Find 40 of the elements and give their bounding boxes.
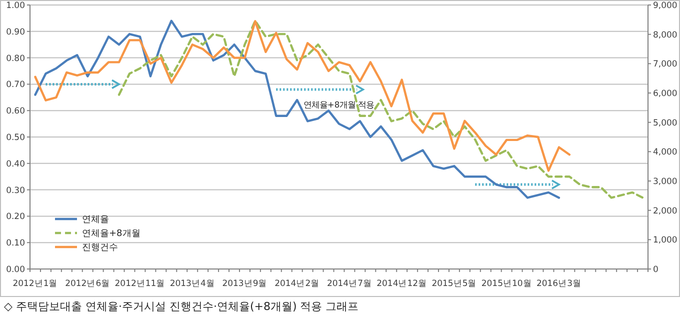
y-tick-label: 0.60: [6, 106, 25, 117]
y2-tick-label: 0: [653, 264, 658, 275]
y2-tick-label: 7,000: [653, 60, 678, 70]
x-tick-label: 2015년10월: [481, 279, 532, 289]
y-tick-label: 0.80: [6, 54, 25, 64]
y2-tick-label: 4,000: [653, 148, 678, 158]
y2-tick-label: 2,000: [653, 206, 678, 216]
y2-tick-label: 6,000: [653, 88, 678, 99]
y-tick-label: 0.20: [6, 212, 25, 222]
y-tick-label: 1.00: [6, 0, 25, 11]
line-series: [34, 20, 560, 199]
x-tick-label: 2012년1월: [12, 279, 58, 289]
x-tick-label: 2013년9월: [222, 279, 268, 289]
line-series: [118, 20, 644, 199]
y-tick-label: 0.40: [6, 159, 25, 170]
text: ◇ 주택담보대출 연체율·주거시설 진행건수·연체율(+8개월) 적용 그래프: [4, 300, 359, 313]
y2-tick-label: 3,000: [653, 176, 678, 187]
y2-tick-label: 9,000: [653, 0, 678, 11]
y-tick-label: 0.50: [6, 132, 25, 143]
y-tick-label: 0.90: [6, 27, 25, 38]
legend-label: 진행건수: [82, 243, 118, 254]
x-tick-label: 2015년5월: [432, 279, 477, 289]
legend-label: 연체율+8개월: [82, 229, 140, 240]
x-tick-label: 2014년12월: [376, 279, 428, 289]
y-tick-label: 0.30: [6, 186, 25, 196]
x-tick-label: 2016년3월: [536, 279, 582, 289]
line-series: [34, 20, 571, 172]
x-tick-label: 2014년2월: [274, 279, 320, 289]
y-tick-label: 0.70: [6, 80, 25, 90]
y-tick-label: 0.00: [6, 264, 25, 275]
annotation: 연체율+8개월 적용: [303, 99, 374, 110]
x-tick-label: 2013년4월: [170, 279, 215, 289]
y2-tick-label: 5,000: [653, 118, 678, 128]
y2-tick-label: 8,000: [653, 30, 678, 40]
x-tick-label: 2012년6월: [65, 279, 110, 289]
x-tick-label: 2014년7월: [326, 279, 372, 289]
x-tick-label: 2012년11월: [114, 279, 166, 289]
y-tick-label: 0.10: [6, 238, 25, 249]
legend-label: 연체율: [82, 215, 109, 226]
y2-tick-label: 1,000: [653, 236, 678, 246]
